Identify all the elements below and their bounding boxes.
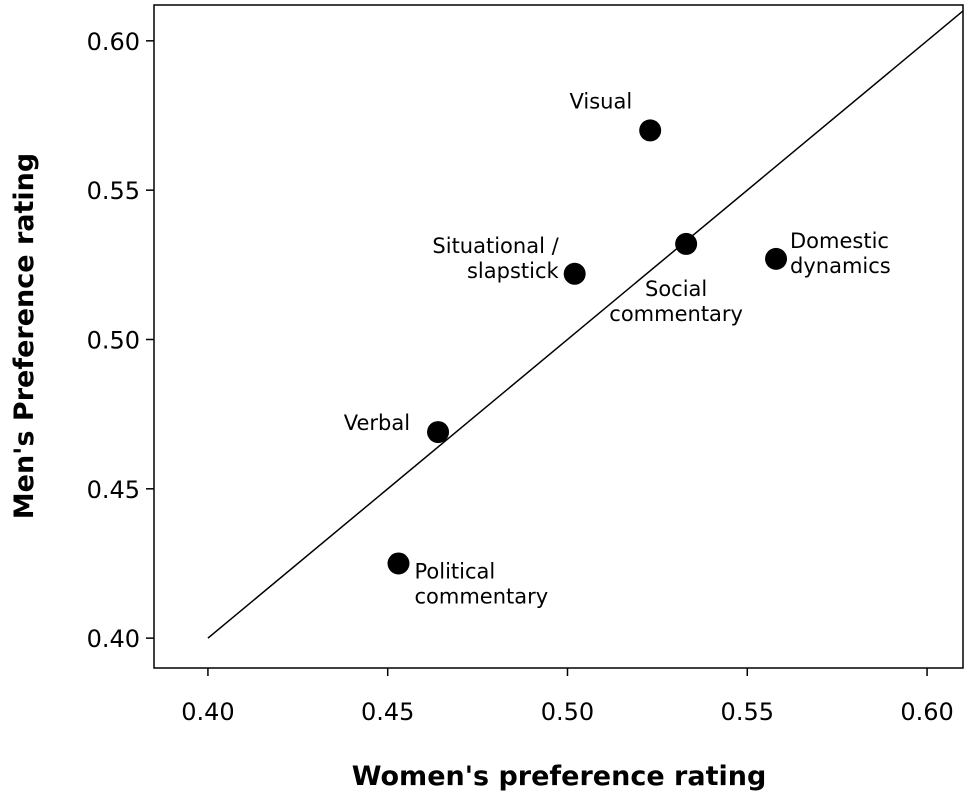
point-label: Situational / slapstick xyxy=(432,234,559,283)
data-point xyxy=(639,119,662,142)
data-point xyxy=(387,552,410,575)
x-axis-title: Women's preference rating xyxy=(352,761,767,792)
y-tick-label: 0.45 xyxy=(87,476,140,504)
x-axis: 0.40 0.45 0.50 0.55 0.60 xyxy=(181,668,954,726)
point-label-line: Situational / xyxy=(432,234,559,258)
point-label-line: commentary xyxy=(414,584,548,608)
data-point xyxy=(765,247,788,270)
point-label-line: Domestic xyxy=(790,229,889,253)
point-label-line: Verbal xyxy=(344,411,410,435)
data-points xyxy=(387,119,788,575)
point-label-line: Political xyxy=(414,559,495,583)
point-label: Visual xyxy=(569,89,632,113)
y-axis-title: Men's Preference rating xyxy=(9,153,40,519)
point-label-line: Social xyxy=(645,277,707,301)
plot-frame xyxy=(153,4,964,669)
y-tick-label: 0.50 xyxy=(87,326,140,354)
point-label: Political commentary xyxy=(414,559,548,608)
point-label-line: commentary xyxy=(609,302,743,326)
x-tick-label: 0.55 xyxy=(721,698,774,726)
y-tick-label: 0.55 xyxy=(87,177,140,205)
x-tick-label: 0.50 xyxy=(541,698,594,726)
y-axis: 0.40 0.45 0.50 0.55 0.60 xyxy=(87,28,154,653)
x-tick-label: 0.60 xyxy=(900,698,953,726)
point-label-line: Visual xyxy=(569,89,632,113)
point-label: Domestic dynamics xyxy=(790,229,891,278)
data-point xyxy=(675,232,698,255)
reference-line xyxy=(207,10,964,639)
point-label: Social commentary xyxy=(609,277,743,326)
x-tick-label: 0.40 xyxy=(181,698,234,726)
x-tick-label: 0.45 xyxy=(361,698,414,726)
point-label: Verbal xyxy=(344,411,410,435)
point-label-line: dynamics xyxy=(790,254,891,278)
point-label-line: slapstick xyxy=(467,259,560,283)
y-tick-label: 0.60 xyxy=(87,28,140,56)
data-point xyxy=(427,421,450,444)
data-point xyxy=(563,262,586,285)
y-tick-label: 0.40 xyxy=(87,625,140,653)
